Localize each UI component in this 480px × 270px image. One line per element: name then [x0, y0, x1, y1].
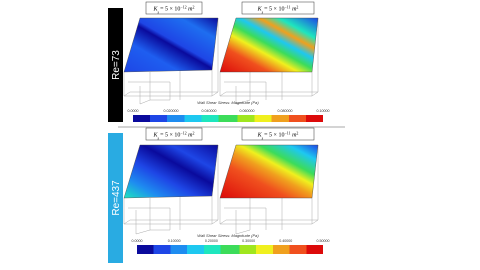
case-label: Ks= 5 × 10−11 m2: [241, 1, 315, 15]
label-part: = 5 × 10: [264, 133, 284, 139]
colorbar-tick-label: 0.10000: [168, 239, 181, 243]
label-part: −11: [284, 130, 290, 135]
re-bar: [108, 8, 123, 122]
label-part: s: [158, 135, 160, 140]
plate-result: [219, 144, 319, 199]
case-label: Ks= 5 × 10−12 m2: [145, 1, 203, 15]
label-part: 2: [296, 130, 298, 135]
label-part: 2: [192, 130, 194, 135]
case-label: Ks= 5 × 10−12 m2: [145, 127, 203, 141]
label-part: s: [262, 9, 264, 14]
label-part: m: [188, 133, 193, 139]
plate-result: [123, 144, 219, 199]
colorbar: [133, 115, 323, 122]
colorbar-tick-label: 0.40000: [279, 239, 292, 243]
label-part: −12: [180, 4, 186, 9]
colorbar-title: Wall Shear Stress: Magnitude (Pa): [197, 233, 259, 238]
plate-result: [123, 17, 219, 73]
case-label: Ks= 5 × 10−11 m2: [241, 127, 315, 141]
label-part: m: [292, 7, 297, 13]
colorbar-tick-label: 0.0000: [132, 239, 143, 243]
re-label: Re=437: [111, 180, 122, 216]
label-part: = 5 × 10: [160, 7, 180, 13]
re-label: Re=73: [111, 50, 122, 80]
wireframe: [123, 18, 319, 105]
label-part: = 5 × 10: [160, 133, 180, 139]
colorbar-tick-label: 0.080000: [278, 109, 293, 113]
colorbar-tick-label: 0.0000: [128, 109, 139, 113]
label-part: 2: [192, 4, 194, 9]
colorbar-tick-label: 0.50000: [317, 239, 330, 243]
wireframe: [123, 145, 319, 235]
label-part: s: [262, 135, 264, 140]
label-part: −12: [180, 130, 186, 135]
label-part: m: [188, 7, 193, 13]
colorbar-tick-label: 0.020000: [164, 109, 179, 113]
plate-result: [219, 17, 319, 73]
label-part: s: [158, 9, 160, 14]
re-bar: [108, 133, 123, 263]
label-part: K: [257, 7, 263, 13]
label-part: K: [257, 133, 263, 139]
label-part: m: [292, 133, 297, 139]
colorbar-title: Wall Shear Stress: Magnitude (Pa): [197, 100, 259, 105]
label-part: −11: [284, 4, 290, 9]
colorbar-tick-label: 0.060000: [240, 109, 255, 113]
colorbar-tick-label: 0.20000: [205, 239, 218, 243]
colorbar: [137, 245, 323, 254]
label-part: = 5 × 10: [264, 7, 284, 13]
label-part: K: [153, 133, 159, 139]
colorbar-tick-label: 0.040000: [202, 109, 217, 113]
colorbar-tick-label: 0.30000: [242, 239, 255, 243]
label-part: K: [153, 7, 159, 13]
colorbar-tick-label: 0.10000: [317, 109, 330, 113]
label-part: 2: [296, 4, 298, 9]
